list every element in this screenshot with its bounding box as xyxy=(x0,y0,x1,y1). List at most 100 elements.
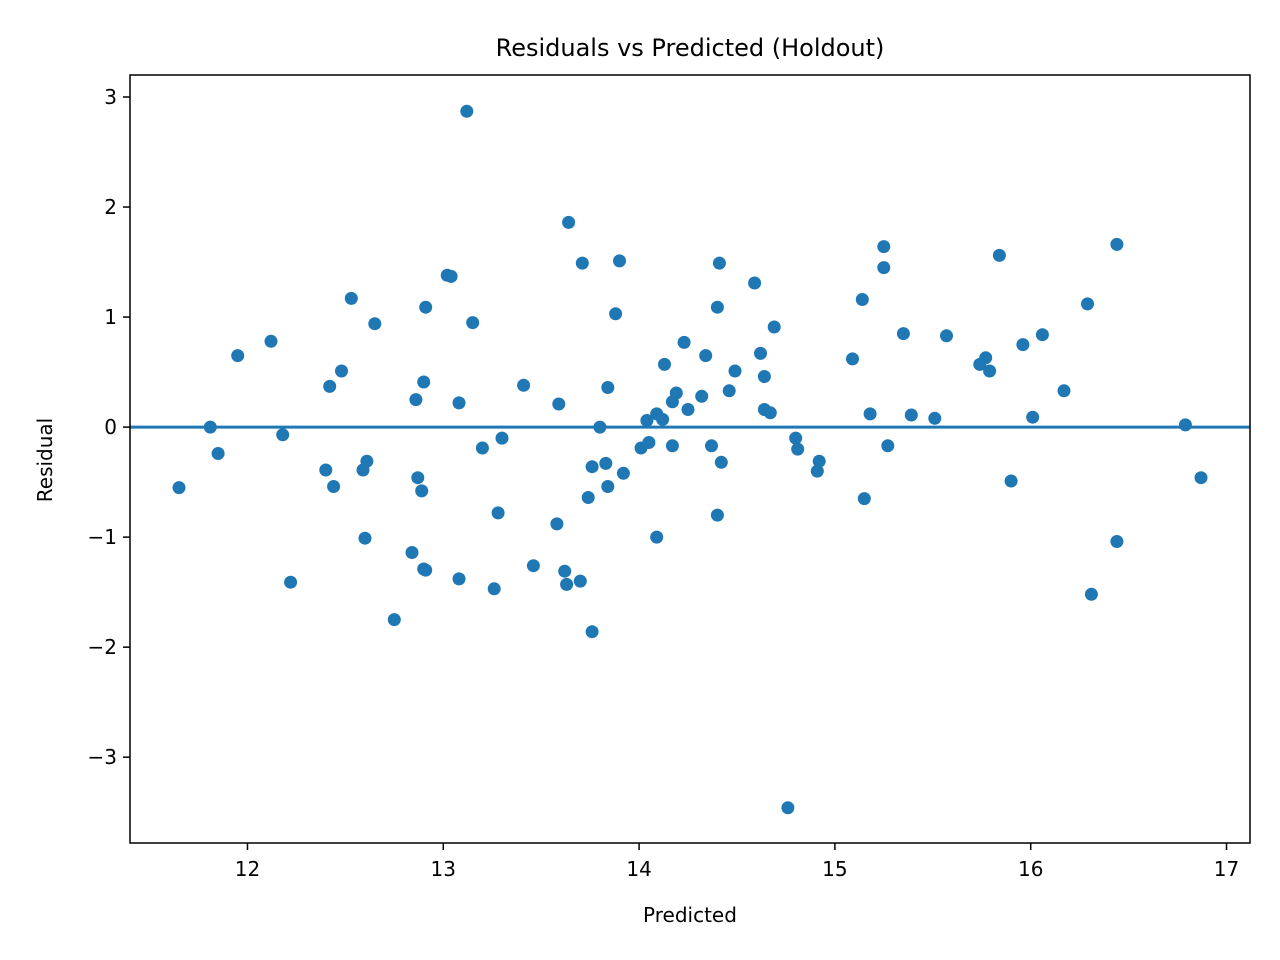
data-point xyxy=(877,240,891,254)
data-point xyxy=(419,563,433,577)
data-point xyxy=(812,454,826,468)
data-point xyxy=(1081,297,1094,311)
data-point xyxy=(669,386,683,400)
data-point xyxy=(327,480,341,493)
data-point xyxy=(1084,587,1098,601)
data-point xyxy=(452,572,466,586)
data-point xyxy=(585,625,599,639)
y-tick-label: −1 xyxy=(88,525,117,549)
data-point xyxy=(846,352,859,366)
y-tick-label: 2 xyxy=(104,195,117,219)
y-axis-title: Residual xyxy=(33,418,57,502)
y-axis-ticks: −3 −2 −1 0 1 2 3 xyxy=(88,85,130,769)
data-point xyxy=(323,379,337,393)
x-tick-label: 13 xyxy=(431,857,456,881)
data-point xyxy=(789,431,803,445)
data-point xyxy=(284,575,298,589)
data-point xyxy=(1016,338,1030,352)
data-point xyxy=(1004,474,1018,488)
data-point xyxy=(642,436,656,449)
data-point xyxy=(1110,237,1124,251)
data-point xyxy=(983,364,997,378)
data-point xyxy=(710,300,724,314)
data-point xyxy=(1194,471,1208,485)
data-point xyxy=(276,428,290,442)
data-point xyxy=(677,335,691,349)
data-point xyxy=(387,613,401,627)
data-point xyxy=(417,375,431,389)
data-point xyxy=(344,291,358,305)
data-point xyxy=(656,412,670,426)
data-point xyxy=(487,582,501,596)
data-point xyxy=(409,393,423,407)
data-point xyxy=(710,508,724,522)
data-point xyxy=(601,480,615,493)
data-point xyxy=(562,215,576,229)
data-point xyxy=(419,300,433,314)
data-point xyxy=(581,491,595,504)
data-point xyxy=(411,471,425,485)
x-tick-label: 12 xyxy=(235,857,260,881)
x-tick-label: 17 xyxy=(1214,857,1239,881)
data-point xyxy=(757,370,771,383)
data-point xyxy=(575,256,589,270)
data-point xyxy=(552,397,566,411)
data-point xyxy=(319,463,333,477)
data-point xyxy=(863,407,877,421)
data-point xyxy=(712,256,726,270)
plot-area-frame xyxy=(129,74,1251,844)
data-point xyxy=(211,447,225,460)
data-point xyxy=(810,464,824,478)
data-point xyxy=(558,564,572,578)
data-point xyxy=(855,293,869,306)
data-point xyxy=(368,317,382,331)
data-point xyxy=(495,431,509,445)
data-point xyxy=(857,492,871,506)
data-point xyxy=(609,307,623,321)
data-point xyxy=(658,357,671,371)
y-tick-label: −2 xyxy=(88,635,117,659)
data-point xyxy=(560,577,574,591)
data-point xyxy=(791,442,805,456)
data-point xyxy=(616,466,630,480)
data-point xyxy=(491,506,505,520)
data-point xyxy=(1026,410,1040,424)
data-point xyxy=(722,384,736,398)
data-point xyxy=(665,439,679,453)
data-point xyxy=(231,349,245,363)
data-point xyxy=(1035,328,1049,342)
data-point xyxy=(1110,535,1124,548)
data-point xyxy=(475,441,489,455)
x-axis-ticks: 12 13 14 15 16 17 xyxy=(235,843,1239,881)
data-point xyxy=(360,454,374,468)
data-point xyxy=(1178,418,1192,432)
data-point xyxy=(767,320,781,334)
data-point xyxy=(714,455,728,469)
data-point xyxy=(904,408,918,422)
data-point xyxy=(415,484,429,498)
data-point xyxy=(728,364,742,378)
data-point xyxy=(1057,384,1071,398)
data-point xyxy=(695,389,709,403)
y-tick-label: 1 xyxy=(104,305,117,329)
x-tick-label: 16 xyxy=(1018,857,1043,881)
data-point xyxy=(460,104,474,118)
x-tick-label: 15 xyxy=(822,857,847,881)
data-point xyxy=(517,378,531,392)
data-point xyxy=(940,329,953,343)
data-point xyxy=(172,481,186,495)
y-tick-label: −3 xyxy=(88,745,117,769)
x-axis-title: Predicted xyxy=(643,903,737,927)
data-point xyxy=(781,801,795,815)
y-tick-label: 0 xyxy=(104,415,117,439)
y-tick-label: 3 xyxy=(104,85,117,109)
data-point xyxy=(452,396,466,410)
data-point xyxy=(585,460,599,474)
data-point xyxy=(992,248,1006,262)
data-point xyxy=(650,530,664,544)
data-point xyxy=(335,364,348,378)
data-point xyxy=(763,406,777,420)
data-point xyxy=(444,269,458,283)
data-point xyxy=(599,456,613,470)
